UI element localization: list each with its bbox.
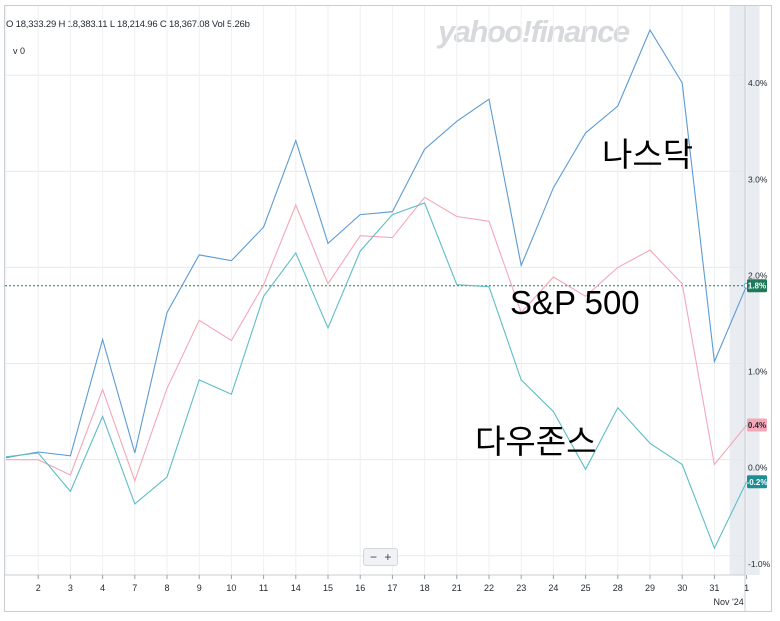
end-badge-label-2: -0.2% xyxy=(747,478,768,487)
chart-frame xyxy=(4,5,772,612)
x-tick-label: 24 xyxy=(548,583,558,593)
x-tick-label: 15 xyxy=(323,583,333,593)
x-tick-label: 7 xyxy=(132,583,137,593)
end-badge-label-1: 0.4% xyxy=(748,421,766,430)
x-tick-label: 22 xyxy=(484,583,494,593)
x-tick-label: 4 xyxy=(100,583,105,593)
x-tick-label: 8 xyxy=(164,583,169,593)
x-tick-label: 9 xyxy=(197,583,202,593)
zoom-out-button[interactable]: − xyxy=(370,550,378,564)
series-line-0 xyxy=(5,28,748,459)
end-badge-label-0: 1.8% xyxy=(748,282,766,291)
x-tick-label: 16 xyxy=(355,583,365,593)
volume-sub-readout: v 0 xyxy=(13,46,26,56)
y-tick-label: 3.0% xyxy=(748,174,768,184)
x-tick-label: 11 xyxy=(259,583,268,593)
y-tick-label: 1.0% xyxy=(748,367,768,377)
series-line-2 xyxy=(5,202,748,550)
x-tick-label: 29 xyxy=(645,583,655,593)
end-badge-0 xyxy=(747,279,767,293)
end-badge-1 xyxy=(747,418,767,432)
yahoo-finance-watermark: yahoo!finance xyxy=(438,14,630,49)
x-tick-label: 17 xyxy=(387,583,397,593)
x-tick-label: 10 xyxy=(226,583,236,593)
x-tick-label: 28 xyxy=(613,583,623,593)
x-tick-label: 2 xyxy=(36,583,41,593)
x-sub-label: Nov '24 xyxy=(713,597,743,607)
x-tick-label: 18 xyxy=(420,583,430,593)
y-tick-label: 4.0% xyxy=(748,78,768,88)
x-tick-label: 31 xyxy=(709,583,719,593)
x-tick-label: 23 xyxy=(516,583,526,593)
series-line-1 xyxy=(6,196,748,483)
x-tick-label: 1 xyxy=(744,583,749,593)
x-tick-label: 21 xyxy=(452,583,462,593)
y-tick-label: 0.0% xyxy=(748,463,768,473)
annotation-sp500: S&P 500 xyxy=(510,284,640,321)
annotation-dow: 다우존스 xyxy=(475,422,597,461)
end-badge-2 xyxy=(747,475,767,489)
x-tick-label: 25 xyxy=(581,583,591,593)
annotation-nasdaq: 나스닥 xyxy=(602,135,694,174)
y-tick-label: -1.0% xyxy=(748,559,771,569)
zoom-controls[interactable]: − + xyxy=(363,548,399,566)
y-tick-label: 2.0% xyxy=(748,270,768,280)
x-tick-label: 30 xyxy=(677,583,687,593)
zoom-in-button[interactable]: + xyxy=(384,550,392,564)
ohlc-readout: O 18,333.29 H 18,383.11 L 18,214.96 C 18… xyxy=(6,19,250,30)
x-tick-label: 3 xyxy=(68,583,73,593)
x-tick-label: 14 xyxy=(291,583,301,593)
